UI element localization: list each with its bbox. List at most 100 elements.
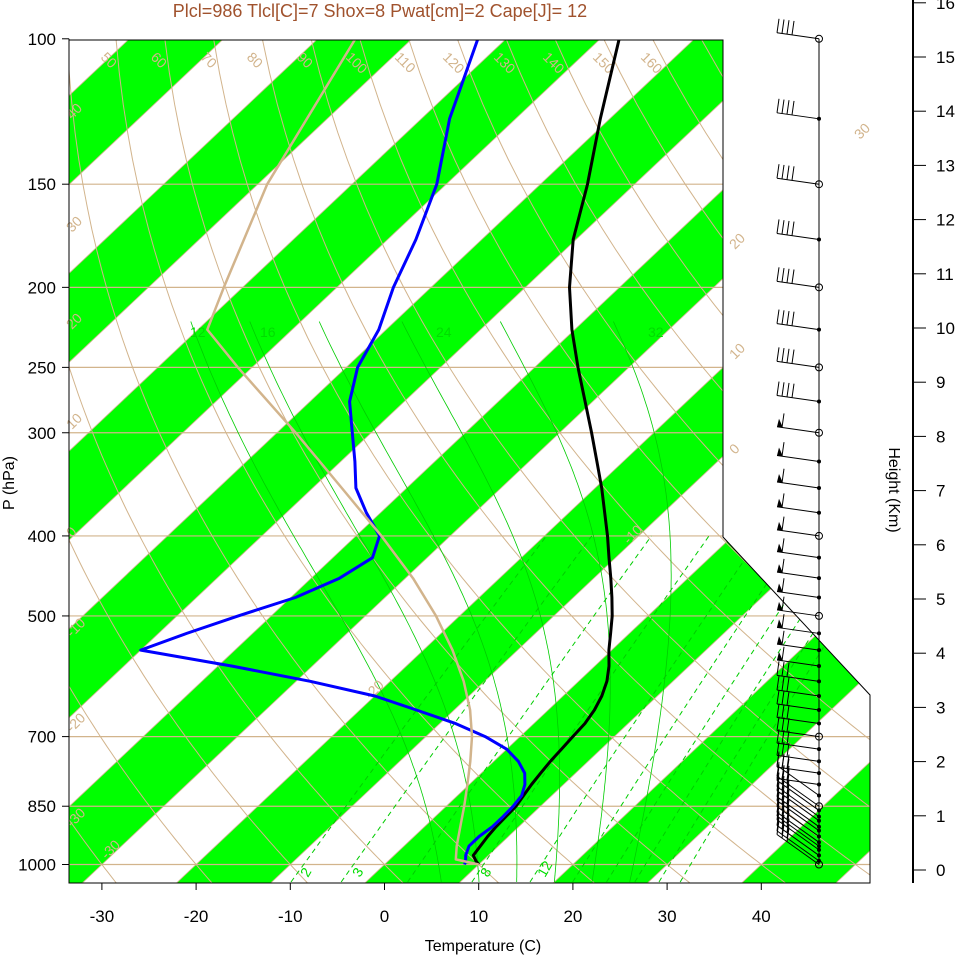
wind-barb-flag [781, 382, 785, 397]
wind-barb-flag [781, 765, 785, 780]
wind-barb-flag [776, 786, 780, 801]
wind-barb-flag [781, 538, 785, 553]
isotherm-band [69, 40, 870, 883]
wind-barb-flag [786, 348, 790, 363]
wind-barb-shaft [776, 626, 820, 634]
height-tick-label: 8 [936, 427, 945, 446]
wind-barb-flag [776, 661, 780, 676]
moist-adiabat-line [249, 321, 480, 883]
height-tick-label: 4 [936, 644, 945, 663]
moist-adiabat-line [499, 321, 611, 883]
wind-barb-flag [791, 269, 795, 284]
dry-adiabat-line [261, 40, 870, 883]
wind-barb-shaft [776, 730, 820, 738]
dry-adiabat-line [69, 40, 323, 883]
wind-barb-flag [791, 221, 795, 236]
wind-barb-shaft [776, 32, 820, 40]
wind-barb-shaft [776, 796, 820, 828]
wind-barb-flag [786, 165, 790, 180]
wind-barb-flag [786, 779, 790, 794]
wind-barb-flag [781, 596, 785, 611]
mixing-ratio-label: 12 [190, 324, 206, 340]
wind-barb-shaft [776, 717, 820, 725]
wind-barb-flag [786, 823, 790, 839]
height-tick-label: 0 [936, 861, 945, 880]
wind-barb-flag [781, 776, 785, 791]
wind-barb-shaft [776, 780, 820, 811]
wind-barb-shaft [776, 591, 820, 599]
wind-barb-flag [781, 820, 785, 835]
wind-barb-flag [776, 792, 780, 807]
dry-adiabat-label: 80 [244, 49, 266, 71]
wind-barb-flag [776, 772, 780, 787]
wind-barb-flag [786, 730, 790, 745]
wind-barb-flag [781, 717, 785, 732]
wind-barb-flag [776, 267, 780, 282]
wind-barb-flag [781, 614, 785, 629]
wind-barb-flag [791, 20, 795, 36]
wind-barb-flag [781, 824, 785, 839]
x-tick-label: -30 [90, 907, 115, 926]
wind-barb-flag [776, 18, 780, 33]
wind-barb-flag [781, 801, 785, 816]
isotherm-line [442, 40, 870, 883]
dry-adiabat-line [69, 40, 420, 883]
wind-barb-flag [776, 820, 780, 835]
dry-adiabat-line [69, 40, 130, 883]
wind-barb-shaft [776, 506, 820, 514]
isotherm-line [0, 0, 41, 899]
wind-barb-flag [781, 780, 785, 795]
isotherm-line [69, 40, 701, 883]
y-tick-label: 250 [28, 358, 56, 377]
y-tick-label: 150 [28, 175, 56, 194]
x-tick-label: 20 [563, 907, 582, 926]
wind-barb-flag [786, 799, 790, 814]
wind-barb-shaft [776, 454, 820, 462]
wind-barb-flag [786, 220, 790, 235]
wind-barb-flag [786, 677, 790, 692]
dry-adiabat-line [456, 40, 870, 883]
height-tick-label: 5 [936, 590, 945, 609]
dry-adiabat-line [749, 40, 870, 883]
wind-barb-flag [776, 802, 780, 817]
x-tick-label: -20 [184, 907, 209, 926]
wind-barb-flag [776, 219, 780, 234]
wind-barb-flag [786, 382, 790, 398]
wind-barb-shaft [776, 551, 820, 559]
wind-barb-shaft [776, 815, 820, 847]
height-tick-label: 7 [936, 482, 945, 501]
wind-barb-shaft [776, 674, 820, 682]
mixing-ratio-label: 3 [349, 865, 367, 880]
wind-barb-shaft [776, 360, 820, 368]
isotherm-label: 30 [851, 120, 873, 142]
wind-barb-pennant [777, 447, 783, 457]
y-tick-label: 400 [28, 527, 56, 546]
moist-adiabat-line [190, 321, 442, 883]
wind-barb-shaft [776, 280, 820, 288]
wind-barb-shaft [776, 426, 820, 434]
mixing-ratio-label: 32 [648, 324, 664, 340]
wind-barb-flag [781, 348, 785, 363]
wind-barb-flag [786, 809, 790, 824]
wind-barb-flag [781, 516, 785, 531]
dry-adiabat-line [69, 40, 227, 883]
wind-barb-flag [791, 166, 795, 181]
x-tick-label: 40 [752, 907, 771, 926]
wind-barb-flag [786, 704, 790, 720]
pressure-axis: 100 150 200 250 300 400 500 700 850 1000 [18, 30, 70, 875]
wind-barb-flag [781, 790, 785, 805]
y-tick-label: 1000 [18, 856, 56, 875]
height-tick-label: 13 [936, 156, 955, 175]
dry-adiabat-line [505, 40, 870, 883]
dry-adiabat-line [310, 40, 870, 883]
height-tick-label: 3 [936, 698, 945, 717]
height-tick-label: 16 [936, 0, 955, 13]
wind-barb-flag [776, 689, 780, 705]
wind-barb-flag [786, 827, 790, 842]
isotherm-band [348, 40, 870, 883]
temperature-axis: -30 -20 -10 0 10 20 30 40 [90, 882, 771, 926]
isotherm-line [69, 40, 870, 883]
isotherm-band [69, 40, 870, 883]
wind-barb-flag [786, 805, 790, 820]
isotherm-band [69, 40, 418, 883]
